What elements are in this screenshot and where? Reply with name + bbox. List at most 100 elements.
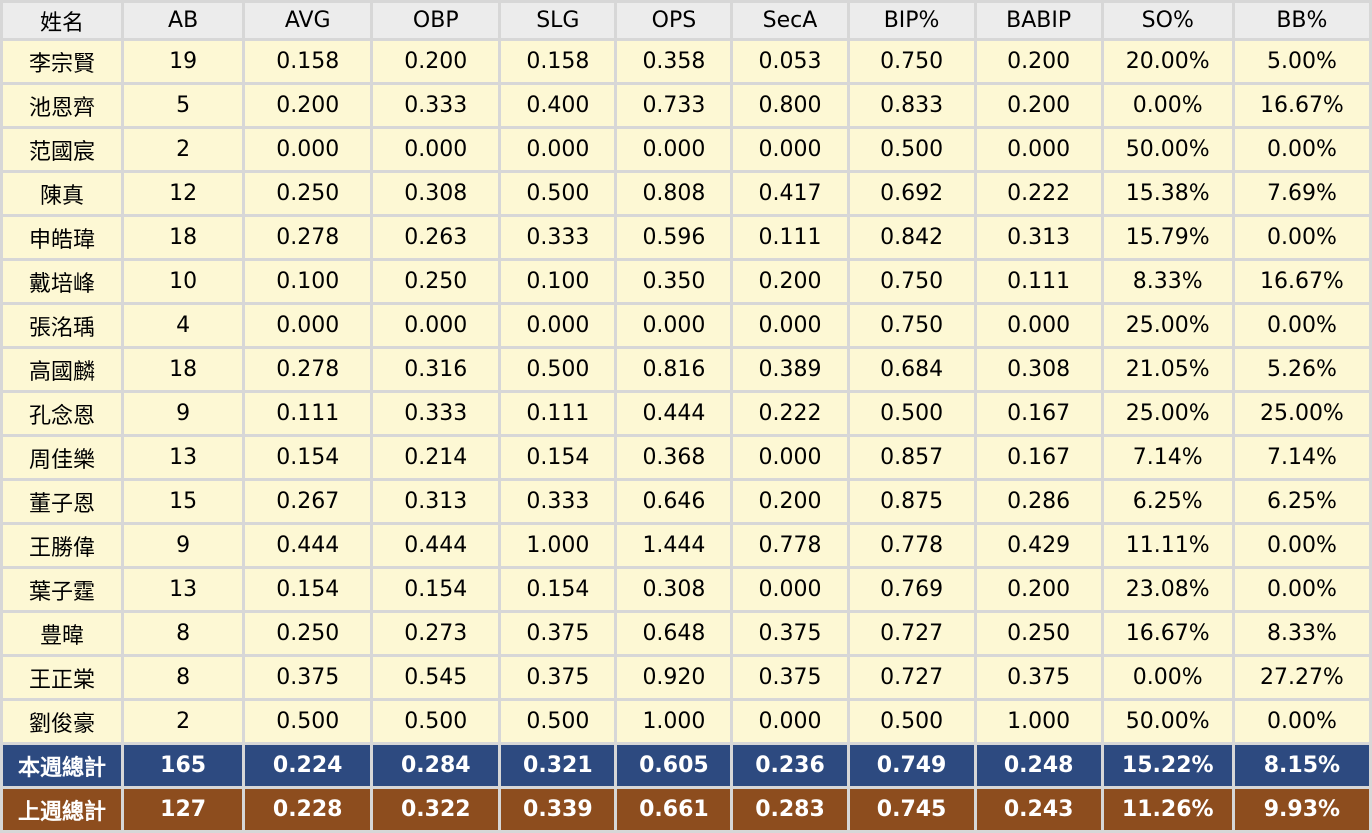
player-name-cell: 池恩齊	[3, 85, 122, 126]
stat-cell: 0.000	[976, 129, 1101, 170]
stat-cell: 0.808	[617, 173, 731, 214]
stat-cell: 0.333	[501, 217, 615, 258]
stat-cell: 1.444	[617, 525, 731, 566]
stat-cell: 1.000	[501, 525, 615, 566]
stat-cell: 5.26%	[1234, 349, 1369, 390]
stat-cell: 9	[124, 525, 243, 566]
stat-cell: 0.375	[976, 657, 1101, 698]
stat-cell: 9	[124, 393, 243, 434]
stat-cell: 1.000	[976, 701, 1101, 742]
stat-cell: 0.350	[617, 261, 731, 302]
column-header: BABIP	[976, 3, 1101, 38]
stat-cell: 0.375	[733, 613, 847, 654]
player-name-cell: 范國宸	[3, 129, 122, 170]
stat-cell: 0.500	[849, 129, 974, 170]
player-name-cell: 張洺瑀	[3, 305, 122, 346]
stat-cell: 0.222	[976, 173, 1101, 214]
stat-cell: 0.308	[617, 569, 731, 610]
stat-cell: 0.100	[245, 261, 371, 302]
stat-cell: 0.727	[849, 613, 974, 654]
stat-cell: 13	[124, 569, 243, 610]
stat-cell: 0.500	[501, 349, 615, 390]
stat-cell: 0.308	[976, 349, 1101, 390]
stat-cell: 0.500	[245, 701, 371, 742]
stat-cell: 0.727	[849, 657, 974, 698]
stat-cell: 0.692	[849, 173, 974, 214]
stat-cell: 0.648	[617, 613, 731, 654]
stat-cell: 0.00%	[1234, 569, 1369, 610]
stat-cell: 13	[124, 437, 243, 478]
header-row: 姓名 AB AVG OBP SLG OPS SecA BIP% BABIP SO% BB%	[3, 3, 1369, 38]
stat-cell: 0.646	[617, 481, 731, 522]
stat-cell: 0.333	[373, 85, 499, 126]
this-week-total-row: 本週總計 165 0.224 0.284 0.321 0.605 0.236 0.749 0.2…	[3, 745, 1369, 786]
table-row: 王正棠 8 0.375 0.545 0.375 0.920 0.375 0.727 0.375 0…	[3, 657, 1369, 698]
player-name-cell: 陳真	[3, 173, 122, 214]
stat-cell: 0.429	[976, 525, 1101, 566]
stat-cell: 0.000	[733, 569, 847, 610]
table-row: 申皓瑋 18 0.278 0.263 0.333 0.596 0.111 0.842 0.313…	[3, 217, 1369, 258]
column-header: OPS	[617, 3, 731, 38]
stat-cell: 0.200	[976, 569, 1101, 610]
stat-cell: 0.816	[617, 349, 731, 390]
stat-cell: 0.313	[373, 481, 499, 522]
table-header: 姓名 AB AVG OBP SLG OPS SecA BIP% BABIP SO% BB%	[3, 3, 1369, 38]
stat-cell: 11.11%	[1103, 525, 1232, 566]
stat-cell: 8	[124, 613, 243, 654]
stat-cell: 0.154	[245, 569, 371, 610]
stat-cell: 25.00%	[1103, 305, 1232, 346]
player-name-cell: 葉子霆	[3, 569, 122, 610]
stat-cell: 1.000	[617, 701, 731, 742]
total-stat-cell: 0.283	[733, 789, 847, 830]
stat-cell: 0.154	[501, 437, 615, 478]
table-row: 高國麟 18 0.278 0.316 0.500 0.816 0.389 0.684 0.308…	[3, 349, 1369, 390]
stat-cell: 0.00%	[1103, 85, 1232, 126]
column-header: SLG	[501, 3, 615, 38]
stat-cell: 0.400	[501, 85, 615, 126]
total-stat-cell: 0.248	[976, 745, 1101, 786]
stat-cell: 10	[124, 261, 243, 302]
player-name-cell: 李宗賢	[3, 41, 122, 82]
column-header: SO%	[1103, 3, 1232, 38]
stat-cell: 8.33%	[1103, 261, 1232, 302]
table-row: 池恩齊 5 0.200 0.333 0.400 0.733 0.800 0.833 0.200 0…	[3, 85, 1369, 126]
table-row: 孔念恩 9 0.111 0.333 0.111 0.444 0.222 0.500 0.167 2…	[3, 393, 1369, 434]
stat-cell: 0.857	[849, 437, 974, 478]
stat-cell: 0.333	[373, 393, 499, 434]
column-header: 姓名	[3, 3, 122, 38]
total-stat-cell: 0.322	[373, 789, 499, 830]
stat-cell: 0.111	[976, 261, 1101, 302]
stat-cell: 5	[124, 85, 243, 126]
column-header: AB	[124, 3, 243, 38]
table-row: 戴培峰 10 0.100 0.250 0.100 0.350 0.200 0.750 0.111…	[3, 261, 1369, 302]
total-stat-cell: 165	[124, 745, 243, 786]
stat-cell: 0.375	[501, 657, 615, 698]
stat-cell: 0.000	[245, 305, 371, 346]
stat-cell: 2	[124, 129, 243, 170]
total-stat-cell: 8.15%	[1234, 745, 1369, 786]
table-body: 李宗賢 19 0.158 0.200 0.158 0.358 0.053 0.750 0.200…	[3, 41, 1369, 742]
stat-cell: 0.200	[373, 41, 499, 82]
stat-cell: 0.833	[849, 85, 974, 126]
stat-cell: 0.500	[373, 701, 499, 742]
stat-cell: 0.111	[501, 393, 615, 434]
column-header: OBP	[373, 3, 499, 38]
stat-cell: 0.000	[501, 305, 615, 346]
column-header: SecA	[733, 3, 847, 38]
stat-cell: 0.375	[245, 657, 371, 698]
stat-cell: 7.69%	[1234, 173, 1369, 214]
stat-cell: 0.263	[373, 217, 499, 258]
stat-cell: 0.750	[849, 261, 974, 302]
stat-cell: 6.25%	[1103, 481, 1232, 522]
stat-cell: 0.00%	[1234, 305, 1369, 346]
table-totals: 本週總計 165 0.224 0.284 0.321 0.605 0.236 0.749 0.2…	[3, 745, 1369, 830]
stat-cell: 0.545	[373, 657, 499, 698]
stat-cell: 0.000	[976, 305, 1101, 346]
stat-cell: 16.67%	[1234, 261, 1369, 302]
stat-cell: 0.154	[501, 569, 615, 610]
stat-cell: 15.38%	[1103, 173, 1232, 214]
total-stat-cell: 11.26%	[1103, 789, 1232, 830]
total-stat-cell: 0.228	[245, 789, 371, 830]
stat-cell: 4	[124, 305, 243, 346]
stat-cell: 0.000	[733, 437, 847, 478]
